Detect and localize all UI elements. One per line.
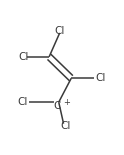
- Text: Cl: Cl: [95, 73, 105, 83]
- Text: Cl: Cl: [55, 26, 65, 35]
- Text: Cl: Cl: [18, 52, 28, 62]
- Text: Cl: Cl: [60, 121, 71, 131]
- Text: +: +: [63, 98, 70, 107]
- Text: Cl: Cl: [17, 97, 27, 107]
- Text: C: C: [53, 101, 61, 111]
